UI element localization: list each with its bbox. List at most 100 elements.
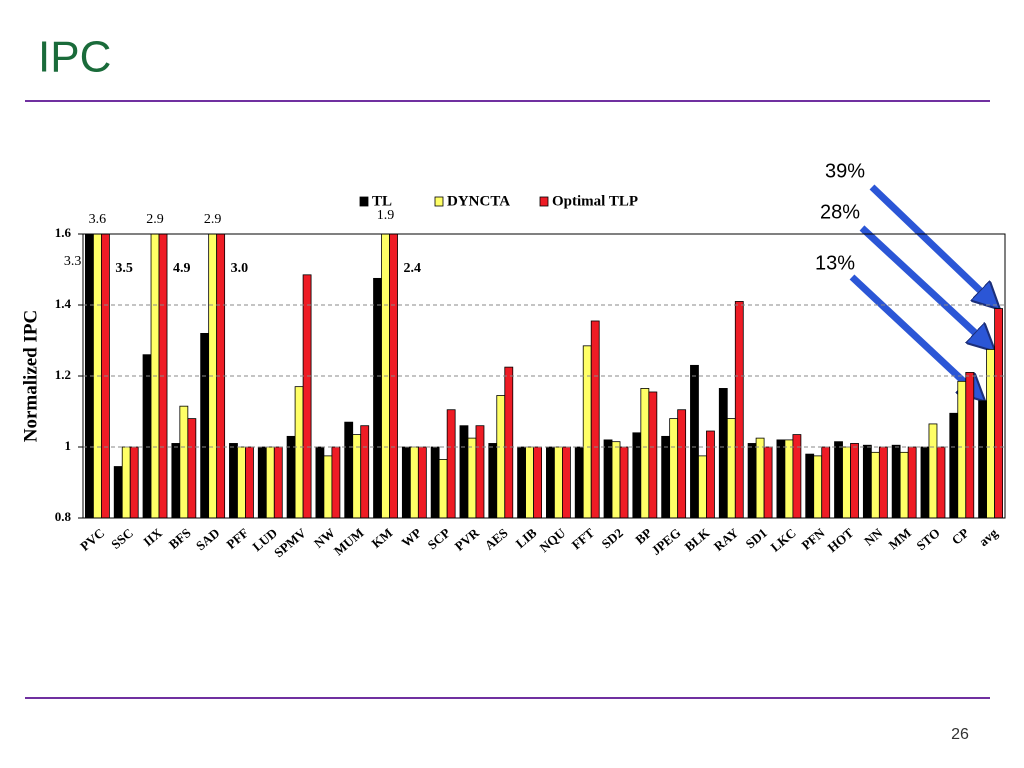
x-tick-label: MM xyxy=(886,525,914,552)
bar xyxy=(611,441,621,518)
x-tick-label: LIB xyxy=(513,525,540,551)
bar xyxy=(546,446,555,518)
data-label: 3.5 xyxy=(115,261,133,276)
bar xyxy=(763,446,773,518)
y-tick-label: 0.8 xyxy=(55,509,72,524)
bar xyxy=(805,453,815,518)
bar xyxy=(302,274,312,518)
bar xyxy=(344,421,354,518)
x-tick-label: BLK xyxy=(682,525,713,555)
bar xyxy=(315,446,325,518)
x-tick-label: MUM xyxy=(331,525,367,558)
bar xyxy=(179,405,189,518)
bar xyxy=(331,446,341,518)
bar xyxy=(265,446,275,518)
bar xyxy=(677,409,687,518)
x-tick-label: SD2 xyxy=(599,525,626,551)
bar xyxy=(792,434,802,518)
x-tick-label: WP xyxy=(398,525,424,550)
x-tick-label: RAY xyxy=(711,525,742,554)
legend-label: DYNCTA xyxy=(447,193,510,209)
x-tick-label: STO xyxy=(913,525,942,553)
bar xyxy=(813,455,823,518)
bar xyxy=(878,446,888,518)
bar xyxy=(294,386,304,518)
bar xyxy=(496,395,506,518)
bar xyxy=(208,234,218,518)
page-number: 26 xyxy=(951,726,969,743)
annotation: 13% xyxy=(815,252,855,274)
bar xyxy=(389,234,398,518)
y-tick-label: 1.4 xyxy=(55,296,72,311)
bar xyxy=(986,348,995,518)
bar xyxy=(446,409,456,518)
x-tick-label: CP xyxy=(949,525,972,548)
slide-title: IPC xyxy=(38,33,111,82)
bar xyxy=(936,446,946,518)
bar xyxy=(862,444,872,518)
bar xyxy=(554,446,563,518)
bar xyxy=(85,234,94,518)
bar xyxy=(619,446,629,518)
bar xyxy=(640,388,650,518)
bar xyxy=(632,432,642,518)
bar xyxy=(158,234,168,518)
y-tick-label: 1.2 xyxy=(55,367,71,382)
bar xyxy=(216,234,226,518)
bar xyxy=(698,455,707,518)
data-label: 3.3 xyxy=(64,254,82,269)
bar xyxy=(920,446,930,518)
x-tick-label: LKC xyxy=(768,525,799,555)
bar xyxy=(784,439,794,518)
bar xyxy=(928,423,938,518)
bar xyxy=(842,446,851,518)
plot-bars xyxy=(85,234,1003,518)
bar xyxy=(899,451,909,518)
arrow xyxy=(869,184,990,300)
data-label: 1.9 xyxy=(377,208,395,223)
y-tick-label: 1 xyxy=(65,438,72,453)
bar xyxy=(949,412,959,518)
bar xyxy=(661,435,671,518)
x-tick-label: FFT xyxy=(569,525,598,552)
x-tick-label: BFS xyxy=(166,525,194,552)
bar xyxy=(850,443,859,518)
bar xyxy=(870,451,880,518)
bar xyxy=(965,372,975,518)
bar xyxy=(409,446,419,518)
bar xyxy=(373,277,382,518)
bar xyxy=(690,364,699,518)
bar xyxy=(200,332,210,518)
bar xyxy=(582,345,592,518)
bar xyxy=(438,459,448,518)
bar xyxy=(821,446,831,518)
bar xyxy=(504,366,514,518)
bar xyxy=(718,388,728,518)
x-tick-label: PFF xyxy=(223,525,251,552)
data-label: 3.0 xyxy=(231,261,249,276)
bar xyxy=(907,446,917,518)
x-tick-label: AES xyxy=(482,525,511,553)
bar xyxy=(648,391,658,518)
x-tick-label: PVR xyxy=(452,525,483,554)
annotation: 28% xyxy=(820,201,860,223)
bar xyxy=(533,446,542,518)
data-label: 3.6 xyxy=(89,212,107,227)
bar xyxy=(360,425,370,518)
bar xyxy=(323,455,333,518)
bar xyxy=(229,443,238,518)
bar xyxy=(957,380,967,518)
bar xyxy=(747,443,757,518)
bar xyxy=(129,446,139,518)
data-label: 4.9 xyxy=(173,261,191,276)
y-axis-label: Normalized IPC xyxy=(20,310,41,442)
bar xyxy=(475,425,485,518)
bar xyxy=(401,446,411,518)
legend-label: TL xyxy=(372,193,392,209)
bar xyxy=(734,301,744,518)
bar xyxy=(669,418,679,518)
x-tick-label: SCP xyxy=(425,525,454,552)
bar xyxy=(286,435,296,518)
